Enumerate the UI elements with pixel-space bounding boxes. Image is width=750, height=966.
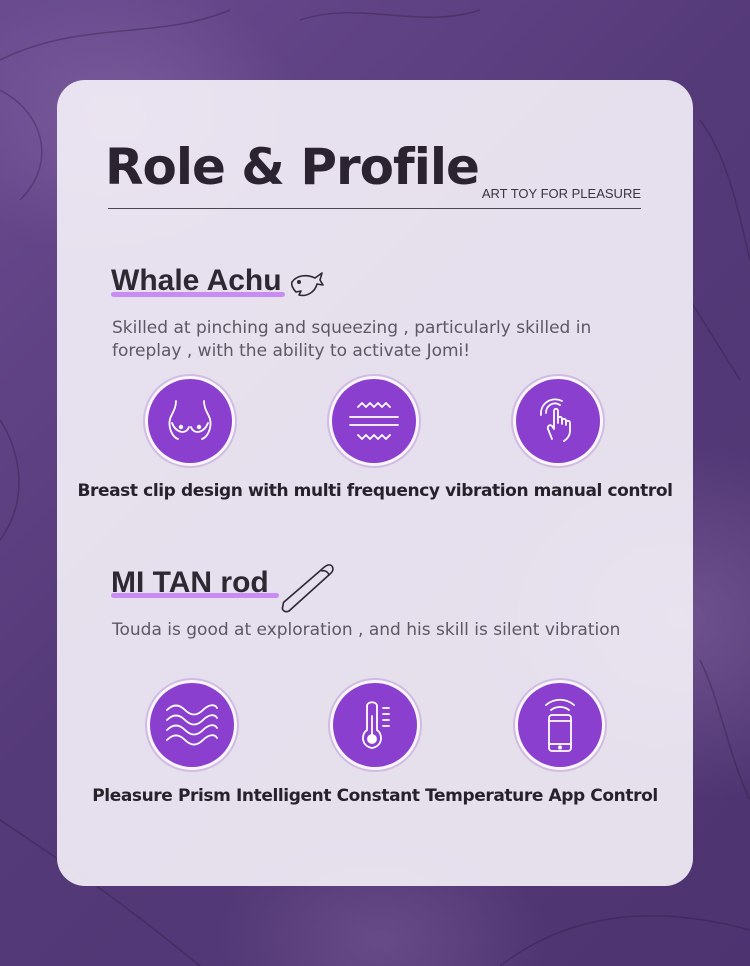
section-name-whale-achu: Whale Achu [111,264,282,297]
vibration-waves-icon [349,402,399,440]
section-description-whale-achu: Skilled at pinching and squeezing , part… [112,318,592,361]
feature-icon-circle [148,379,232,463]
phone-signal-icon [545,698,575,752]
rod-outline-icon [281,564,334,613]
section-name-mi-tan-rod: MI TAN rod [111,566,269,599]
feature-icon-circle [518,683,602,767]
section-description-mi-tan-rod: Touda is good at exploration , and his s… [112,620,621,640]
water-waves-icon [166,704,218,746]
feature-icon-circle [150,683,234,767]
thermometer-icon [362,701,390,749]
feature-caption-whale-achu: Breast clip design with multi frequency … [77,481,673,501]
finger-touch-icon [540,398,571,442]
breast-outline-icon [168,400,212,440]
title-divider [108,208,641,209]
feature-icon-circle [516,379,600,463]
page-title: Role & Profile [105,138,480,196]
feature-caption-mi-tan-rod: Pleasure Prism Intelligent Constant Temp… [92,786,658,806]
feature-icon-circle [332,379,416,463]
page-subtitle: ART TOY FOR PLEASURE [481,186,641,201]
profile-card: Role & Profile ART TOY FOR PLEASURE Whal… [57,80,693,886]
feature-icon-circle [333,683,417,767]
whale-outline-icon [290,272,324,297]
section-name-highlight [111,593,279,598]
section-name-highlight [111,292,285,297]
